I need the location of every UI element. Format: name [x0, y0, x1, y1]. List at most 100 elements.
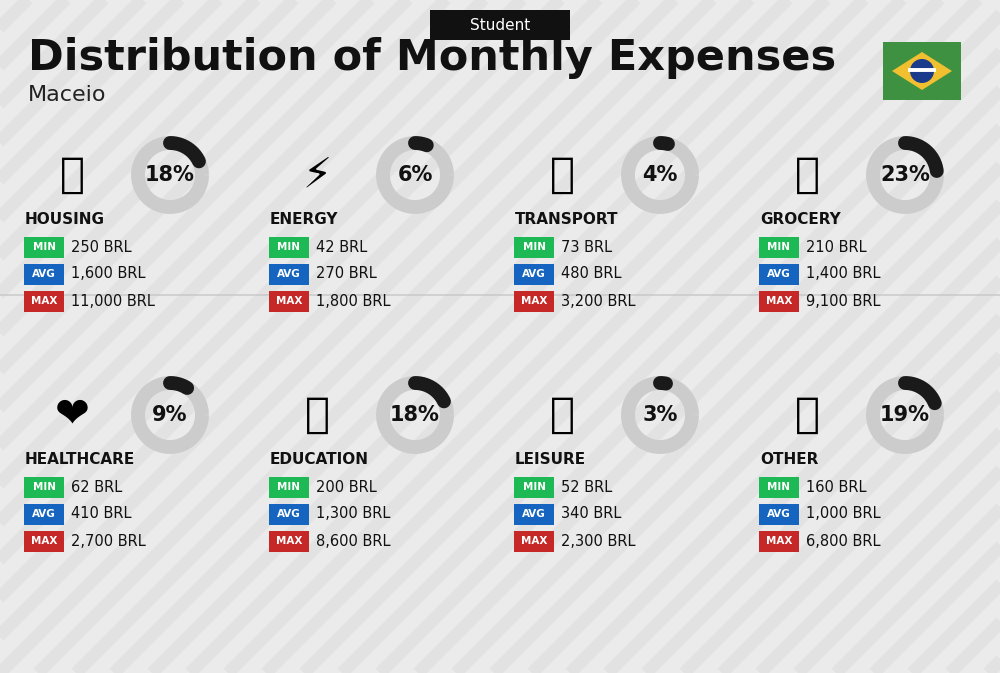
FancyBboxPatch shape — [269, 530, 309, 551]
Text: 9%: 9% — [152, 405, 188, 425]
Text: 73 BRL: 73 BRL — [561, 240, 612, 254]
Text: MIN: MIN — [32, 242, 56, 252]
FancyBboxPatch shape — [883, 42, 961, 100]
Text: 🛒: 🛒 — [794, 154, 820, 196]
Text: AVG: AVG — [522, 509, 546, 519]
Text: 2,300 BRL: 2,300 BRL — [561, 534, 636, 548]
Text: 270 BRL: 270 BRL — [316, 267, 377, 281]
FancyBboxPatch shape — [759, 503, 799, 524]
Text: 160 BRL: 160 BRL — [806, 479, 866, 495]
FancyBboxPatch shape — [514, 264, 554, 285]
Text: Distribution of Monthly Expenses: Distribution of Monthly Expenses — [28, 37, 836, 79]
Text: 23%: 23% — [880, 165, 930, 185]
Text: EDUCATION: EDUCATION — [270, 452, 369, 466]
Text: GROCERY: GROCERY — [760, 211, 841, 227]
Text: MAX: MAX — [766, 536, 792, 546]
Text: MIN: MIN — [768, 482, 790, 492]
Text: OTHER: OTHER — [760, 452, 818, 466]
Text: 6,800 BRL: 6,800 BRL — [806, 534, 881, 548]
Text: 1,800 BRL: 1,800 BRL — [316, 293, 390, 308]
Text: 8,600 BRL: 8,600 BRL — [316, 534, 390, 548]
FancyBboxPatch shape — [759, 476, 799, 497]
Text: 💰: 💰 — [794, 394, 820, 436]
Text: 9,100 BRL: 9,100 BRL — [806, 293, 881, 308]
Text: HOUSING: HOUSING — [25, 211, 105, 227]
Text: 4%: 4% — [642, 165, 678, 185]
Text: MIN: MIN — [522, 482, 546, 492]
Text: 1,000 BRL: 1,000 BRL — [806, 507, 881, 522]
Text: MAX: MAX — [766, 296, 792, 306]
Text: 52 BRL: 52 BRL — [561, 479, 612, 495]
Text: 3%: 3% — [642, 405, 678, 425]
Text: 2,700 BRL: 2,700 BRL — [71, 534, 146, 548]
FancyBboxPatch shape — [269, 264, 309, 285]
Text: 1,600 BRL: 1,600 BRL — [71, 267, 146, 281]
Text: MIN: MIN — [278, 482, 300, 492]
Text: 200 BRL: 200 BRL — [316, 479, 377, 495]
Text: 6%: 6% — [397, 165, 433, 185]
Text: AVG: AVG — [522, 269, 546, 279]
Text: 42 BRL: 42 BRL — [316, 240, 367, 254]
FancyBboxPatch shape — [759, 264, 799, 285]
Text: 🏢: 🏢 — [60, 154, 84, 196]
FancyBboxPatch shape — [759, 530, 799, 551]
FancyBboxPatch shape — [269, 503, 309, 524]
Text: 480 BRL: 480 BRL — [561, 267, 622, 281]
Text: MIN: MIN — [278, 242, 300, 252]
Text: 1,400 BRL: 1,400 BRL — [806, 267, 881, 281]
Text: MIN: MIN — [522, 242, 546, 252]
Text: 18%: 18% — [390, 405, 440, 425]
Text: 18%: 18% — [145, 165, 195, 185]
Text: Student: Student — [470, 17, 530, 32]
Text: ENERGY: ENERGY — [270, 211, 338, 227]
Text: MIN: MIN — [32, 482, 56, 492]
Text: 410 BRL: 410 BRL — [71, 507, 132, 522]
Text: MAX: MAX — [521, 536, 547, 546]
Text: 250 BRL: 250 BRL — [71, 240, 132, 254]
FancyBboxPatch shape — [759, 291, 799, 312]
FancyBboxPatch shape — [514, 503, 554, 524]
FancyBboxPatch shape — [514, 236, 554, 258]
FancyBboxPatch shape — [24, 530, 64, 551]
Text: AVG: AVG — [767, 509, 791, 519]
FancyBboxPatch shape — [759, 236, 799, 258]
Circle shape — [910, 59, 934, 83]
FancyBboxPatch shape — [24, 291, 64, 312]
Text: LEISURE: LEISURE — [515, 452, 586, 466]
FancyBboxPatch shape — [269, 476, 309, 497]
Text: TRANSPORT: TRANSPORT — [515, 211, 618, 227]
FancyBboxPatch shape — [430, 10, 570, 40]
Text: 🎓: 🎓 — [304, 394, 330, 436]
FancyBboxPatch shape — [24, 503, 64, 524]
Text: MAX: MAX — [31, 296, 57, 306]
Text: 11,000 BRL: 11,000 BRL — [71, 293, 155, 308]
Text: ⚡: ⚡ — [302, 154, 332, 196]
FancyBboxPatch shape — [514, 476, 554, 497]
Text: 210 BRL: 210 BRL — [806, 240, 867, 254]
Text: 340 BRL: 340 BRL — [561, 507, 621, 522]
FancyBboxPatch shape — [24, 236, 64, 258]
Text: AVG: AVG — [32, 269, 56, 279]
Text: AVG: AVG — [767, 269, 791, 279]
Text: MIN: MIN — [768, 242, 790, 252]
FancyBboxPatch shape — [514, 530, 554, 551]
Text: 🛍: 🛍 — [550, 394, 574, 436]
Text: MAX: MAX — [276, 536, 302, 546]
FancyBboxPatch shape — [269, 291, 309, 312]
Text: ❤️: ❤️ — [55, 394, 89, 436]
Text: 🚌: 🚌 — [550, 154, 574, 196]
Text: AVG: AVG — [277, 269, 301, 279]
FancyBboxPatch shape — [24, 476, 64, 497]
Text: MAX: MAX — [276, 296, 302, 306]
Polygon shape — [892, 52, 952, 90]
FancyBboxPatch shape — [269, 236, 309, 258]
Text: 3,200 BRL: 3,200 BRL — [561, 293, 636, 308]
Text: MAX: MAX — [31, 536, 57, 546]
Text: 1,300 BRL: 1,300 BRL — [316, 507, 390, 522]
FancyBboxPatch shape — [24, 264, 64, 285]
Text: Maceio: Maceio — [28, 85, 106, 105]
Text: 19%: 19% — [880, 405, 930, 425]
Text: AVG: AVG — [32, 509, 56, 519]
Text: AVG: AVG — [277, 509, 301, 519]
Text: MAX: MAX — [521, 296, 547, 306]
